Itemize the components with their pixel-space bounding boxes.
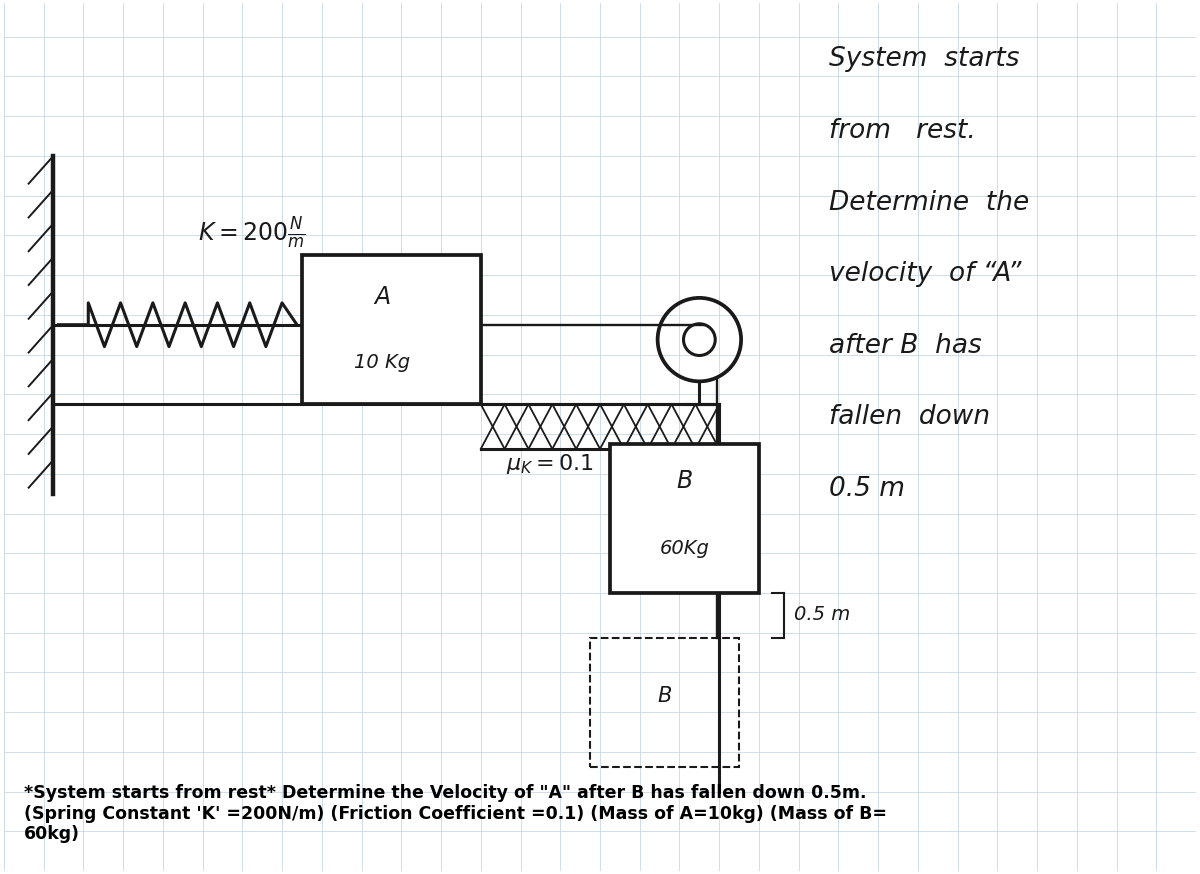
Text: fallen  down: fallen down	[828, 404, 990, 430]
Bar	[590, 638, 739, 766]
Text: 0.5 m: 0.5 m	[793, 606, 850, 624]
Text: $K = 200\frac{N}{m}$: $K = 200\frac{N}{m}$	[198, 215, 305, 250]
Text: 10 Kg: 10 Kg	[354, 353, 410, 372]
Bar	[610, 444, 758, 593]
Text: 0.5 m: 0.5 m	[828, 475, 905, 502]
Text: A: A	[374, 285, 390, 309]
Text: velocity  of “A”: velocity of “A”	[828, 261, 1021, 288]
Text: B: B	[677, 469, 692, 493]
Text: Determine  the: Determine the	[828, 190, 1028, 216]
Bar	[302, 255, 481, 404]
Text: *System starts from rest* Determine the Velocity of "A" after B has fallen down : *System starts from rest* Determine the …	[24, 784, 887, 843]
Text: System  starts: System starts	[828, 46, 1019, 73]
Text: after B  has: after B has	[828, 333, 982, 358]
Text: from   rest.: from rest.	[828, 118, 976, 144]
Text: B: B	[658, 686, 672, 706]
Text: 60Kg: 60Kg	[660, 538, 709, 558]
Text: $\mu_K = 0.1$: $\mu_K = 0.1$	[506, 452, 594, 475]
